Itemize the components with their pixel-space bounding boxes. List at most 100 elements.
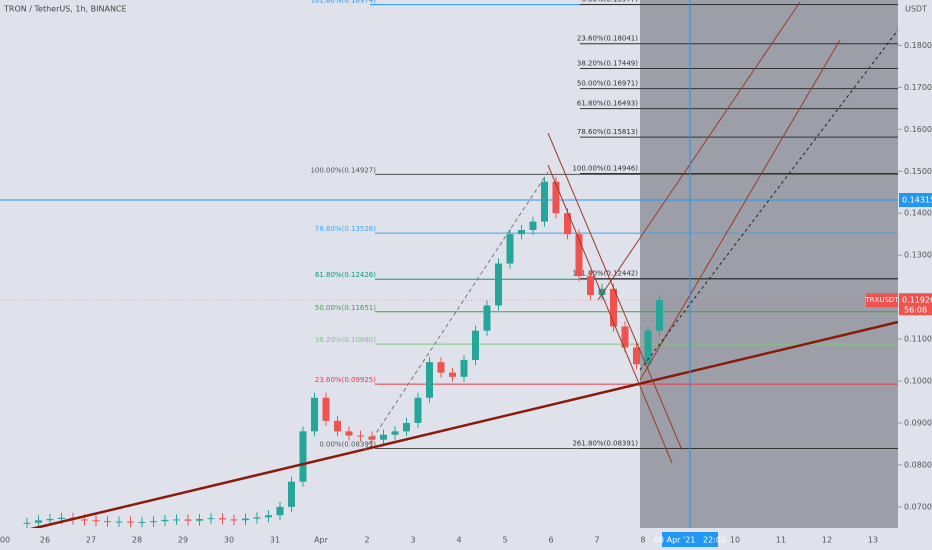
candle-body	[115, 521, 123, 523]
candle-body	[598, 288, 606, 296]
candle-body	[403, 422, 410, 432]
candle-body	[138, 521, 146, 523]
drawings	[26, 0, 899, 532]
candle-body	[23, 522, 31, 524]
projection-line	[639, 29, 899, 371]
candle-body	[253, 517, 261, 519]
fib-label: 161.80%(0.18974)	[310, 0, 376, 5]
candle-body	[357, 435, 364, 437]
fib-label: 38.20%(0.17449)	[577, 60, 638, 68]
candle-body	[414, 397, 422, 423]
candle-body	[196, 519, 203, 521]
x-tick-label: 8	[640, 536, 645, 545]
candle-body	[483, 305, 491, 331]
candle-body	[368, 436, 376, 440]
candle-body	[610, 288, 617, 327]
candle-body	[345, 431, 353, 436]
candle-body	[380, 434, 387, 440]
x-tick-label: Apr	[314, 536, 329, 545]
x-tick-label: 11	[776, 536, 786, 545]
candle-body	[230, 519, 238, 521]
fib-label: 261.80%(0.08391)	[572, 440, 638, 448]
candle-body	[621, 326, 629, 348]
fib-label: 38.20%(0.10880)	[315, 336, 376, 344]
fib-levels: 161.80%(0.18974) 100.00%(0.14927) 78.60%(0…	[0, 0, 898, 450]
fib-label: 161.80%(0.12442)	[572, 270, 638, 278]
candle-body	[35, 520, 42, 523]
candle-body	[322, 397, 330, 421]
candle-body	[575, 234, 583, 277]
axis-unit: USDT	[905, 5, 927, 14]
countdown-label: 56:08	[904, 306, 927, 315]
fib-label: 50.00%(0.11651)	[315, 304, 376, 312]
fib-label: 0.00%(0.18977)	[581, 0, 638, 3]
candle-body	[472, 330, 479, 361]
candle-body	[391, 431, 399, 435]
candle-body	[587, 276, 594, 296]
candle-body	[58, 517, 65, 520]
candle-body	[276, 506, 284, 516]
x-tick-label: 6	[548, 536, 553, 545]
candle-body	[633, 347, 640, 365]
candle-body	[184, 519, 192, 521]
x-tick-label: 30	[224, 536, 234, 545]
x-tick-label: 26	[40, 536, 50, 545]
x-tick-label: 10	[730, 536, 740, 545]
candle-body	[311, 397, 318, 432]
candle-body	[288, 481, 295, 507]
x-tick-label: 7	[594, 536, 599, 545]
candle-body	[449, 372, 456, 377]
price-label: 0.11926	[902, 296, 932, 305]
forecast-zone	[640, 0, 898, 528]
symbol-label-bg	[866, 293, 898, 308]
fib-label: 100.00%(0.14946)	[572, 165, 638, 173]
channel-line	[547, 164, 673, 464]
candle-body	[219, 518, 226, 520]
candle-body	[127, 521, 134, 523]
crosshair-label: 08 Apr '21 22:00	[654, 536, 726, 545]
candle-body	[529, 221, 537, 231]
candle-body	[541, 181, 548, 222]
candle-body	[242, 518, 249, 521]
fib-label: 23.60%(0.18041)	[577, 35, 638, 43]
crosshair-label-bg	[662, 532, 718, 547]
candle-body	[46, 519, 54, 521]
candle-body	[460, 360, 468, 377]
candle-body	[426, 362, 433, 398]
fib-label: 61.80%(0.16493)	[577, 100, 638, 108]
candles	[23, 176, 663, 529]
x-tick-label: 12	[822, 536, 832, 545]
fib-label: 0.00%(0.08391)	[319, 441, 376, 449]
candle-body	[173, 519, 180, 521]
fib-label: 78.60%(0.13526)	[315, 225, 376, 233]
x-tick-label: 4	[456, 536, 461, 545]
candle-body	[437, 362, 445, 373]
x-tick-label: 5	[502, 536, 507, 545]
candle-body	[518, 230, 525, 235]
candle-body	[81, 519, 88, 521]
candle-body	[92, 520, 100, 522]
candle-body	[299, 431, 307, 482]
symbol-label: TRXUSDT	[864, 296, 899, 304]
channel-line	[597, 1, 801, 301]
trend-line	[26, 320, 899, 532]
candle-body	[506, 234, 514, 264]
level-label-bg	[899, 193, 932, 208]
x-tick-label: 13	[868, 536, 878, 545]
fib-label: 100.00%(0.14927)	[310, 166, 376, 174]
x-tick-label: 2	[364, 536, 369, 545]
price-label-bg	[899, 293, 932, 316]
candle-body	[150, 521, 157, 523]
candle-body	[564, 213, 571, 235]
header: TRON / TetherUS, 1h, BINANCE	[3, 5, 127, 14]
fib-label: 61.80%(0.12426)	[315, 271, 376, 279]
candle-body	[207, 518, 215, 520]
